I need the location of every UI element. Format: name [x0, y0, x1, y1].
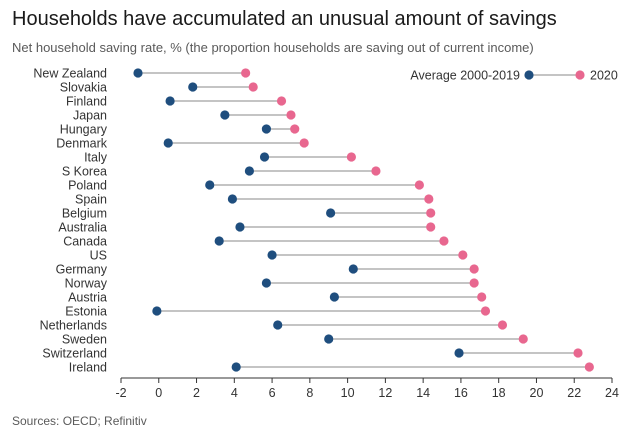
category-label: Australia	[58, 221, 107, 235]
x-tick-label: 4	[231, 386, 238, 400]
average-dot	[329, 292, 339, 302]
category-label: Denmark	[56, 137, 107, 151]
category-label: Estonia	[65, 305, 107, 319]
y2020-dot	[276, 96, 287, 106]
y2020-dot	[426, 208, 436, 218]
average-dot	[348, 264, 358, 274]
average-dot	[227, 194, 238, 204]
x-tick-label: 12	[378, 386, 392, 400]
average-dot	[244, 166, 255, 176]
category-label: Norway	[65, 277, 108, 291]
x-tick-label: 8	[306, 386, 313, 400]
dot-chart: Average 2000-2019 2020 New ZealandSlovaki…	[33, 67, 619, 401]
category-label: Finland	[66, 95, 107, 109]
y2020-dot	[346, 152, 356, 162]
y2020-dot	[241, 68, 251, 78]
y2020-dot	[371, 166, 381, 176]
x-tick-label: -2	[115, 386, 126, 400]
data-dots	[133, 68, 594, 372]
category-label: Ireland	[69, 361, 107, 375]
category-label: Germany	[56, 263, 108, 277]
category-label: Austria	[68, 291, 107, 305]
x-tick-label: 2	[193, 386, 200, 400]
y2020-dot	[469, 264, 479, 274]
connector-lines	[137, 72, 590, 368]
chart-subtitle: Net household saving rate, % (the propor…	[12, 40, 534, 55]
category-label: Canada	[63, 235, 107, 249]
x-tick-label: 18	[492, 386, 506, 400]
y2020-dot	[518, 334, 528, 344]
category-label: Belgium	[62, 207, 107, 221]
category-label: S Korea	[62, 165, 107, 179]
x-axis: -2 0 2 4 6 8 10 12 14 16 18 20 22 24	[115, 377, 619, 400]
category-label: US	[90, 249, 107, 263]
average-dot	[235, 222, 245, 232]
average-dot	[165, 96, 175, 106]
average-dot	[220, 110, 230, 120]
y2020-dot	[469, 278, 479, 288]
y2020-dot	[477, 292, 487, 302]
y2020-dot	[414, 180, 424, 190]
average-dot	[324, 334, 334, 344]
y2020-dot	[584, 362, 594, 372]
average-dot	[261, 278, 272, 288]
x-tick-label: 10	[341, 386, 355, 400]
average-dot	[152, 306, 162, 316]
average-dot	[259, 152, 270, 162]
chart-title: Households have accumulated an unusual a…	[12, 8, 557, 30]
y2020-dot	[439, 236, 449, 246]
average-dot	[273, 320, 283, 330]
category-label: Sweden	[62, 333, 107, 347]
category-label: Netherlands	[40, 319, 107, 333]
y2020-dot	[286, 110, 296, 120]
category-label: Hungary	[60, 123, 108, 137]
category-label: Italy	[84, 151, 108, 165]
y2020-dot	[424, 194, 434, 204]
average-dot	[214, 236, 224, 246]
x-tick-label: 24	[605, 386, 619, 400]
average-dot	[231, 362, 241, 372]
y2020-dot	[497, 320, 508, 330]
y2020-dot	[426, 222, 436, 232]
legend-average-dot	[524, 70, 534, 80]
x-tick-label: 16	[454, 386, 468, 400]
category-label: New Zealand	[33, 67, 107, 81]
average-dot	[163, 138, 173, 148]
average-dot	[205, 180, 215, 190]
average-dot	[188, 82, 198, 92]
y2020-dot	[290, 124, 300, 134]
y2020-dot	[573, 348, 583, 358]
category-label: Switzerland	[42, 347, 107, 361]
legend-2020-label: 2020	[590, 69, 618, 83]
legend-average-label: Average 2000-2019	[410, 69, 520, 83]
x-tick-label: 0	[155, 386, 162, 400]
category-label: Slovakia	[60, 81, 107, 95]
x-tick-label: 6	[269, 386, 276, 400]
average-dot	[261, 124, 272, 134]
legend: Average 2000-2019 2020	[410, 69, 617, 83]
category-label: Spain	[75, 193, 107, 207]
category-label: Poland	[68, 179, 107, 193]
x-tick-label: 20	[530, 386, 544, 400]
average-dot	[454, 348, 464, 358]
x-tick-label: 14	[416, 386, 430, 400]
legend-2020-dot	[575, 70, 585, 80]
x-tick-label: 22	[567, 386, 581, 400]
y2020-dot	[248, 82, 258, 92]
category-labels: New ZealandSlovakiaFinlandJapanHungaryDe…	[33, 67, 107, 375]
average-dot	[267, 250, 277, 260]
source-note: Sources: OECD; Refinitiv	[12, 414, 147, 428]
y2020-dot	[299, 138, 309, 148]
category-label: Japan	[73, 109, 107, 123]
y2020-dot	[458, 250, 468, 260]
y2020-dot	[480, 306, 491, 316]
average-dot	[133, 68, 143, 78]
average-dot	[326, 208, 336, 218]
